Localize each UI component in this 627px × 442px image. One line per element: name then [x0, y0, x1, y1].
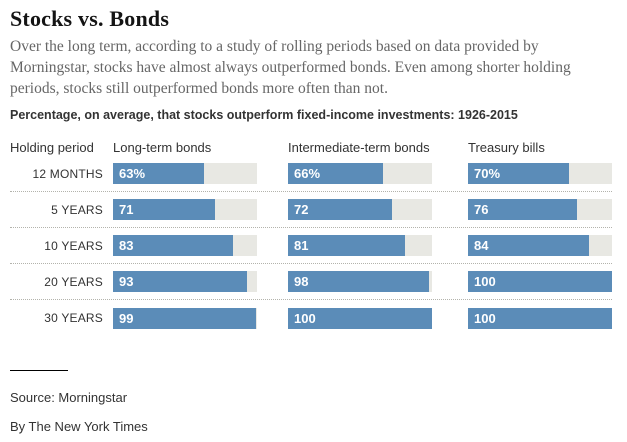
bar-track: 93: [113, 271, 257, 292]
bar: 71: [113, 199, 216, 220]
column-header-holding-period: Holding period: [10, 140, 94, 155]
column-header-long-term-bonds: Long-term bonds: [113, 140, 212, 155]
bar-track: 81: [288, 235, 432, 256]
bar-track: 71: [113, 199, 257, 220]
bar: 99: [113, 307, 256, 329]
bar-cell: 71: [113, 199, 288, 220]
bar-value-label: 100: [474, 310, 496, 326]
bar: 81: [288, 235, 405, 256]
page-title: Stocks vs. Bonds: [10, 6, 170, 31]
table-header-row: Holding period Long-term bonds Intermedi…: [10, 140, 612, 156]
bar-track: 63%: [113, 163, 257, 184]
bar-value-label: 81: [294, 238, 309, 253]
byline: By The New York Times: [10, 419, 148, 434]
bar-value-label: 83: [119, 238, 134, 253]
bar: 100: [468, 271, 612, 292]
row-label: 20 YEARS: [44, 274, 103, 289]
bar-cell: 83: [113, 235, 288, 256]
bar-track: 66%: [288, 163, 432, 184]
column-header-treasury-bills: Treasury bills: [468, 140, 545, 155]
bar-track: 84: [468, 235, 612, 256]
bar-value-label: 66%: [294, 166, 321, 181]
bar-value-label: 93: [119, 274, 134, 289]
bar-track: 100: [468, 271, 612, 292]
chart-subtitle: Percentage, on average, that stocks outp…: [10, 108, 518, 122]
bar-cell: 98: [288, 271, 468, 292]
bar: 93: [113, 271, 247, 292]
bar: 70%: [468, 163, 569, 184]
bar-cell: 100: [468, 271, 612, 292]
row-label: 30 YEARS: [44, 311, 103, 325]
bar-cell: 70%: [468, 163, 612, 184]
bar-track: 100: [468, 307, 612, 329]
bar-cell: 66%: [288, 163, 468, 184]
bar-track: 76: [468, 199, 612, 220]
table-row: 5 YEARS 71 72 76: [10, 192, 612, 228]
column-header-intermediate-term-bonds: Intermediate-term bonds: [288, 140, 430, 155]
bar: 72: [288, 199, 392, 220]
bar-table-rows: 12 MONTHS 63% 66% 70% 5 YEARS 71 72 76 10 YEARS 8…: [10, 156, 612, 336]
bar: 76: [468, 199, 578, 220]
bar-cell: 93: [113, 271, 288, 292]
bar-cell: 81: [288, 235, 468, 256]
bar-track: 83: [113, 235, 257, 256]
bar-value-label: 100: [294, 310, 316, 326]
table-row: 20 YEARS 93 98 100: [10, 264, 612, 300]
table-row: 10 YEARS 83 81 84: [10, 228, 612, 264]
bar: 98: [288, 271, 430, 292]
bar-cell: 100: [288, 307, 468, 329]
row-label: 5 YEARS: [51, 202, 103, 217]
bar-value-label: 63%: [119, 166, 146, 181]
bar-cell: 100: [468, 307, 612, 329]
row-label: 10 YEARS: [44, 238, 103, 253]
bar: 83: [113, 235, 233, 256]
bar: 63%: [113, 163, 204, 184]
bar: 66%: [288, 163, 384, 184]
bar-value-label: 84: [474, 238, 489, 253]
table-row: 30 YEARS 99 100 100: [10, 300, 612, 336]
bar-cell: 63%: [113, 163, 288, 184]
bar-value-label: 76: [474, 202, 489, 217]
bar-cell: 84: [468, 235, 612, 256]
bar-cell: 72: [288, 199, 468, 220]
bar-track: 98: [288, 271, 432, 292]
bar: 100: [288, 307, 432, 329]
bar-track: 70%: [468, 163, 612, 184]
bar-value-label: 71: [119, 202, 134, 217]
chart-description: Over the long term, according to a study…: [10, 38, 571, 97]
row-label: 12 MONTHS: [32, 166, 103, 181]
bar-value-label: 72: [294, 202, 309, 217]
bar-value-label: 100: [474, 274, 496, 289]
bar-cell: 99: [113, 307, 288, 329]
bar-value-label: 98: [294, 274, 309, 289]
bar-track: 100: [288, 307, 432, 329]
bar: 100: [468, 307, 612, 329]
footer-rule: [10, 370, 68, 371]
bar-cell: 76: [468, 199, 612, 220]
bar-value-label: 70%: [474, 166, 501, 181]
bar: 84: [468, 235, 589, 256]
bar-value-label: 99: [119, 310, 134, 326]
table-row: 12 MONTHS 63% 66% 70%: [10, 156, 612, 192]
bar-track: 99: [113, 307, 257, 329]
bar-track: 72: [288, 199, 432, 220]
source-line: Source: Morningstar: [10, 390, 128, 405]
